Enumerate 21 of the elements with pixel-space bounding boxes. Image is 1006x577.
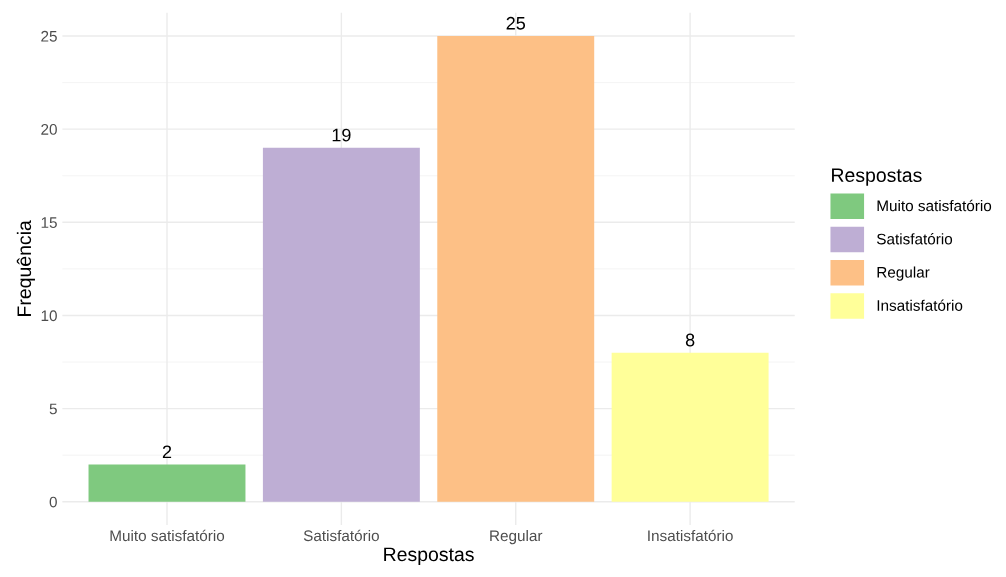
y-tick-label: 25	[41, 30, 57, 42]
x-tick-label: Muito satisfatório	[110, 529, 225, 542]
y-axis-title: Frequência	[16, 220, 35, 316]
legend-label: Muito satisfatório	[877, 199, 992, 212]
legend-label: Insatisfatório	[877, 299, 963, 311]
legend-title: Respostas	[832, 168, 922, 186]
data-label: 25	[506, 16, 526, 30]
x-axis-title: Respostas	[384, 547, 474, 566]
y-tick-label: 0	[49, 496, 57, 508]
y-tick-label: 15	[41, 217, 57, 228]
x-tick-label: Satisfatório	[303, 529, 379, 542]
x-tick-label: Insatisfatório	[648, 529, 733, 542]
x-tick-label: Regular	[490, 529, 543, 545]
data-label: 8	[685, 333, 695, 347]
y-tick-label: 10	[41, 310, 57, 322]
data-label: 2	[162, 445, 172, 458]
legend-label: Regular	[877, 266, 930, 281]
data-label: 19	[332, 128, 351, 142]
legend-label: Satisfatório	[876, 233, 953, 245]
y-tick-label: 20	[41, 124, 57, 135]
y-tick-label: 5	[49, 403, 57, 415]
